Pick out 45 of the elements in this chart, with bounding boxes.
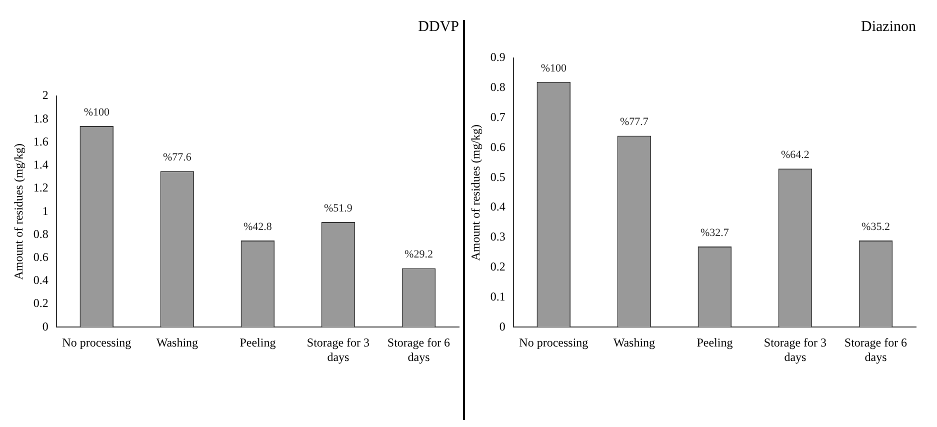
y-tick-label: 1.4 [33,158,48,172]
y-axis-title: Amount of residues (mg/kg) [11,143,26,280]
y-tick-label: 0.7 [490,110,506,124]
annotation: %64.2 [781,149,810,162]
y-tick-label: 0.5 [490,170,506,184]
x-tick-label: Peeling [240,336,276,350]
y-tick-label: 0.4 [490,200,506,214]
y-tick-label: 0.6 [33,250,48,264]
y-tick-label: 0 [499,319,506,334]
x-tick-label: Washing [156,336,198,350]
y-tick-label: 0.9 [490,50,506,64]
y-tick-label: 0.4 [33,273,48,288]
x-tick-label: Storage for 3 days [764,336,827,364]
x-tick-label: Washing [613,336,656,350]
annotation: %77.6 [162,152,192,164]
annotation: %100 [540,62,567,74]
y-tick-label: 1.8 [33,111,48,126]
x-tick-label: Storage for 6 days [844,336,908,364]
annotation: %32.7 [700,226,730,239]
chart-title: DDVP [418,18,459,35]
y-tick-label: 0.8 [33,226,48,241]
chart-title: Diazinon [861,18,916,35]
y-tick-label: 1.2 [33,180,48,195]
annotation: %100 [84,106,110,118]
y-tick-label: 0.3 [490,230,506,244]
y-axis-title: Amount of residues (mg/kg) [468,124,482,261]
annotation: %35.2 [862,220,890,233]
x-tick-label: Peeling [696,336,733,350]
annotation: %42.8 [243,220,272,233]
annotation: %29.2 [404,248,433,261]
x-tick-label: Storage for 3 days [306,336,370,364]
y-tick-label: 0.6 [490,140,506,154]
y-tick-label: 0.2 [490,260,506,274]
y-tick-label: 2 [42,88,48,102]
x-tick-label: Storage for 6 days [387,336,450,364]
x-tick-label: No processing [62,336,132,350]
y-tick-label: 0.1 [490,289,506,304]
y-tick-label: 1 [42,204,48,218]
x-tick-label: No processing [519,336,588,350]
y-tick-label: 0.8 [490,80,506,94]
y-tick-label: 0.2 [33,296,48,310]
annotation: %77.7 [620,116,649,128]
y-tick-label: 0 [42,319,48,334]
annotation: %51.9 [324,202,353,214]
y-tick-label: 1.6 [33,134,48,148]
